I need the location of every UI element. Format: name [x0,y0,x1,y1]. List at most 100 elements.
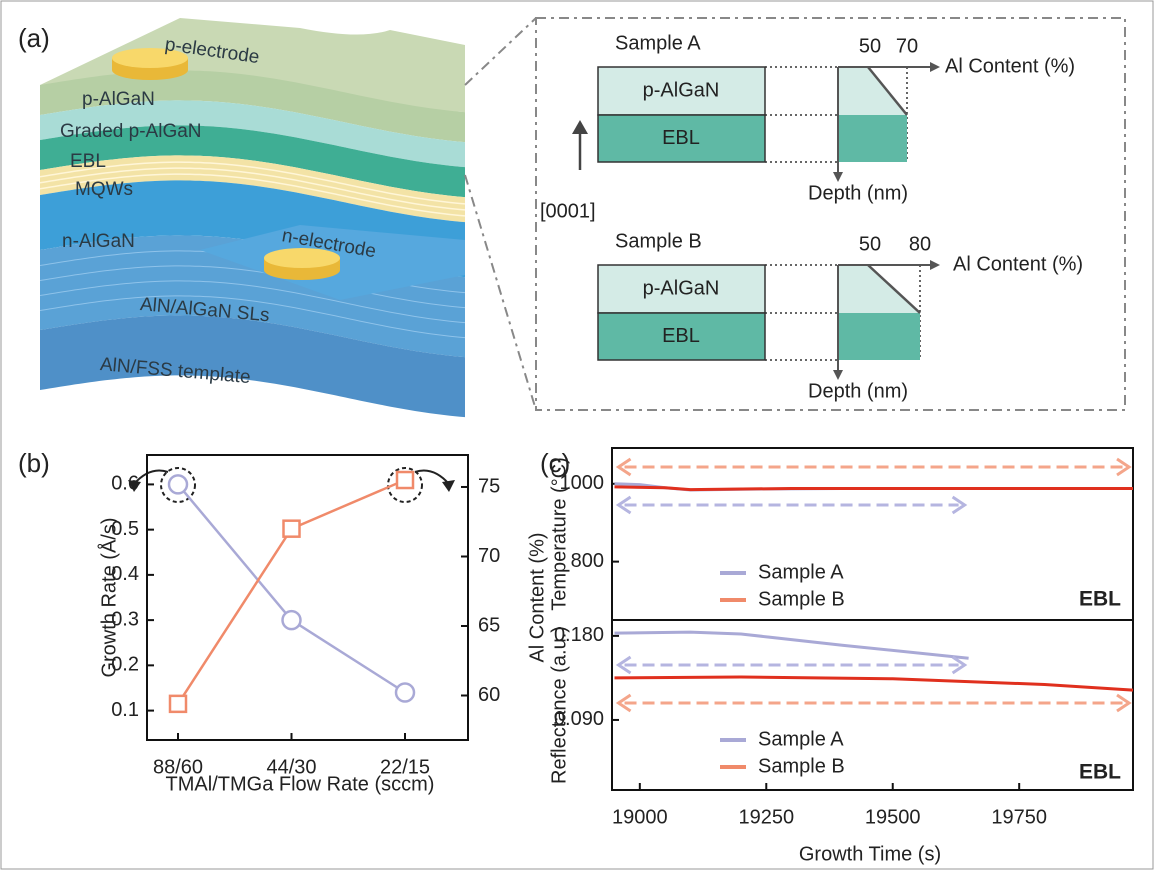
x-tick-label: 19750 [991,806,1047,828]
axis-indicator [160,467,196,503]
profile-fill [838,115,907,162]
x-tick-label: 19250 [738,806,794,828]
marker [168,694,188,714]
legend-label: Sample B [758,588,845,610]
zoom-line [464,174,537,411]
axis-indicator-arrow [442,480,455,492]
profile-fill [838,67,907,115]
layer [40,125,465,198]
axis-indicator-arrow [414,469,450,485]
y-tick-label: 0.2 [111,654,139,676]
y2-tick-label: 75 [478,475,500,497]
extent-arrow-head [615,495,632,515]
panel-label: (b) [18,448,50,478]
extent-arrow-head [951,495,968,515]
layer-label: EBL [662,325,700,347]
x-axis-title: TMAl/TMGa Flow Rate (sccm) [166,773,435,795]
axis-indicator-arrow [128,480,141,492]
sample-title: Sample B [615,230,702,252]
y-axis-title: Temperature (°C) [548,457,570,611]
panel-label: (a) [18,23,50,53]
legend-label: Sample A [758,561,844,583]
y-tick-label: 0.6 [111,473,139,495]
tick-label: 80 [909,233,931,255]
extent-arrow-head [615,693,632,713]
x-tick-label: 19500 [865,806,921,828]
marker [282,519,301,538]
series-line [614,485,1133,492]
extent-arrow-head [615,655,632,675]
marker [167,474,189,495]
layer-label: Graded p-AlGaN [60,121,202,142]
y2-tick-label: 60 [478,684,500,706]
sample-title: Sample A [615,32,701,54]
layer-label: EBL [70,151,106,172]
layer-box [597,312,766,361]
series-line [614,675,1134,692]
y-tick-label: 0.5 [111,518,139,540]
tick-label: 70 [896,35,918,57]
sample-schematics: Sample A p-AlGaN EBL Al Content (%) Depth (n… [597,32,1083,402]
layer-box [597,264,766,314]
layer [40,70,465,143]
y-tick-label: 0.4 [111,563,139,585]
marker [395,470,415,490]
y2-tick-label: 70 [478,545,500,567]
layer [40,155,465,223]
panel-label: (c) [540,448,570,478]
legend-label: Sample A [758,728,844,750]
electrode-top [112,48,188,68]
axis-title: Depth (nm) [808,182,908,204]
x-tick-label: 44/30 [266,756,316,778]
y-tick-label: 800 [571,550,604,572]
layer-label: p-AlGaN [643,79,720,101]
profile-fill [838,313,920,360]
axis-head [833,370,843,380]
layer-label: p-AlGaN [82,89,155,110]
y-tick-label: 1000 [560,472,605,494]
axis-title: Al Content (%) [953,253,1083,275]
axis-title: Al Content (%) [945,55,1075,77]
y-tick-label: 0.180 [554,624,604,646]
zoom-line [464,17,537,86]
y2-axis-title: Al Content (%) [526,532,548,662]
y-axis-title: Growth Rate (Å/s) [97,517,120,677]
annotation: EBL [1079,761,1121,784]
layer-label: p-AlGaN [643,277,720,299]
tick-label: 50 [859,35,881,57]
axis-indicator-arrow [133,469,169,485]
axis-title: Depth (nm) [808,380,908,402]
extent-arrow-head [615,457,632,477]
annotation: EBL [1079,588,1121,611]
marker [394,682,416,703]
growth-arrow-head [572,120,588,134]
y2-tick-label: 65 [478,614,500,636]
profile-line [867,66,908,116]
x-tick-label: 22/15 [380,756,430,778]
extent-arrow-head [951,655,968,675]
growth-direction: [0001] [540,200,596,222]
y-axis-title: Reflectance (a.u.) [548,626,570,784]
y-tick-label: 0.1 [111,699,139,721]
extent-arrow-head [1116,693,1132,713]
tick-label: 50 [859,233,881,255]
x-tick-label: 88/60 [153,756,203,778]
series-line [614,630,969,660]
layer-box [597,114,766,163]
x-tick-label: 19000 [612,806,668,828]
axis-indicator [387,467,423,503]
electrode-top [264,248,340,268]
axis-head [930,260,940,270]
y-tick-label: 0.090 [554,708,604,730]
layer [40,315,465,418]
plot-frame [146,454,469,741]
extent-arrow-head [1116,457,1132,477]
marker [281,609,302,631]
layer-label: MQWs [75,179,133,200]
x-axis-title: Growth Time (s) [799,843,941,865]
legend-label: Sample B [758,755,845,777]
y-tick-label: 0.3 [111,608,139,630]
layer-label: EBL [662,127,700,149]
